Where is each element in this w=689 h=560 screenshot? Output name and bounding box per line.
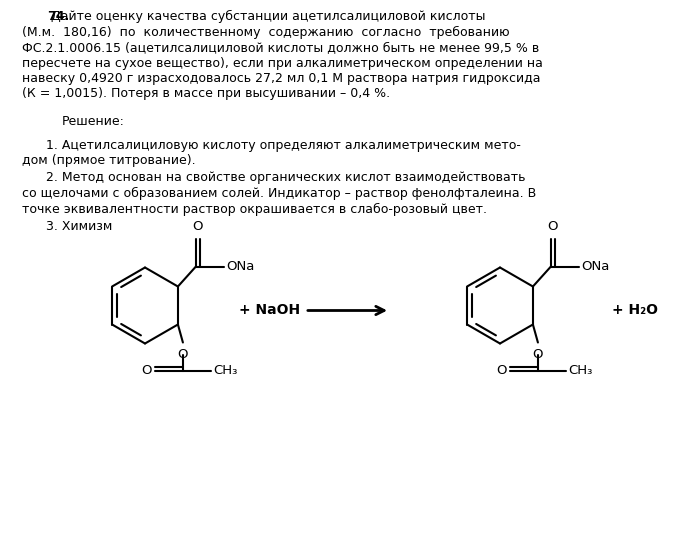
Text: Решение:: Решение: xyxy=(62,115,125,128)
Text: дом (прямое титрование).: дом (прямое титрование). xyxy=(22,154,196,167)
Text: + NaOH: + NaOH xyxy=(240,304,300,318)
Text: 1. Ацетилсалициловую кислоту определяют алкалиметрическим мето-: 1. Ацетилсалициловую кислоту определяют … xyxy=(22,138,521,152)
Text: 2. Метод основан на свойстве органических кислот взаимодействовать: 2. Метод основан на свойстве органически… xyxy=(22,171,526,184)
Text: O: O xyxy=(548,221,558,234)
Text: пересчете на сухое вещество), если при алкалиметрическом определении на: пересчете на сухое вещество), если при а… xyxy=(22,57,543,69)
Text: навеску 0,4920 г израсходовалось 27,2 мл 0,1 М раствора натрия гидроксида: навеску 0,4920 г израсходовалось 27,2 мл… xyxy=(22,72,540,85)
Text: ONa: ONa xyxy=(581,260,609,273)
Text: O: O xyxy=(496,364,507,377)
Text: O: O xyxy=(193,221,203,234)
Text: ФС.2.1.0006.15 (ацетилсалициловой кислоты должно быть не менее 99,5 % в: ФС.2.1.0006.15 (ацетилсалициловой кислот… xyxy=(22,41,539,54)
Text: 74.: 74. xyxy=(47,10,70,23)
Text: + H₂O: + H₂O xyxy=(612,304,658,318)
Text: Дайте оценку качества субстанции ацетилсалициловой кислоты: Дайте оценку качества субстанции ацетилс… xyxy=(47,10,486,23)
Text: CH₃: CH₃ xyxy=(213,364,237,377)
Text: O: O xyxy=(533,348,543,362)
Text: O: O xyxy=(141,364,152,377)
Text: O: O xyxy=(178,348,188,362)
Text: со щелочами с образованием солей. Индикатор – раствор фенолфталеина. В: со щелочами с образованием солей. Индика… xyxy=(22,187,536,200)
Text: точке эквивалентности раствор окрашивается в слабо-розовый цвет.: точке эквивалентности раствор окрашивает… xyxy=(22,203,487,216)
Text: CH₃: CH₃ xyxy=(568,364,593,377)
Text: ONa: ONa xyxy=(226,260,254,273)
Text: (К = 1,0015). Потеря в массе при высушивании – 0,4 %.: (К = 1,0015). Потеря в массе при высушив… xyxy=(22,87,390,100)
Text: 3. Химизм: 3. Химизм xyxy=(22,220,112,233)
Text: (М.м.  180,16)  по  количественному  содержанию  согласно  требованию: (М.м. 180,16) по количественному содержа… xyxy=(22,26,510,39)
